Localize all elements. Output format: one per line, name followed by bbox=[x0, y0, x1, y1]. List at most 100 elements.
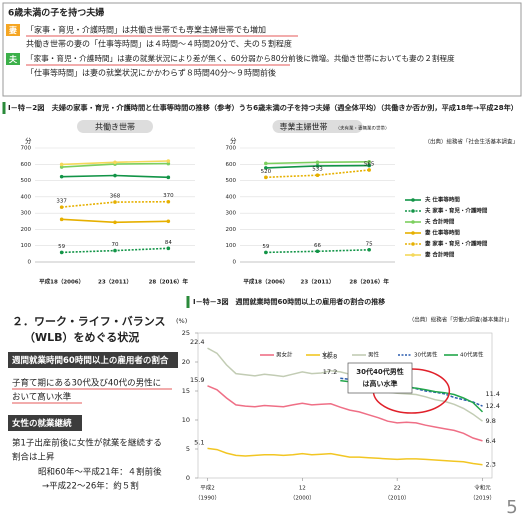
point bbox=[113, 248, 117, 253]
point bbox=[113, 173, 117, 178]
point bbox=[59, 205, 64, 209]
y-tick-label: 0 bbox=[28, 260, 32, 266]
point bbox=[113, 160, 117, 165]
x-tick-label: （2019） bbox=[470, 495, 495, 502]
legend-label: 夫 合計時間 bbox=[425, 218, 455, 226]
y-tick-label: 400 bbox=[226, 194, 237, 200]
x-tick-label: （1990） bbox=[195, 495, 220, 502]
value-label: 520 bbox=[261, 169, 272, 175]
wlb-box-title: 女性の就業継続 bbox=[12, 418, 72, 429]
legend-label: 夫 仕事等時間 bbox=[425, 196, 460, 204]
series-line bbox=[207, 347, 483, 422]
point bbox=[166, 161, 171, 166]
series-line bbox=[207, 447, 483, 466]
y-tick-label: 700 bbox=[226, 146, 237, 152]
x-tick-label: 23（2011） bbox=[301, 278, 335, 286]
value-label: 70 bbox=[112, 242, 119, 248]
chart-title: 共働き世帯 bbox=[95, 122, 135, 132]
point bbox=[166, 159, 171, 163]
point bbox=[367, 163, 371, 168]
y-unit: (%) bbox=[176, 317, 187, 325]
page-number: 5 bbox=[506, 497, 517, 518]
y-tick-label: 400 bbox=[21, 194, 32, 200]
chart-subtitle: （夫有業・妻無業の世帯） bbox=[336, 125, 390, 132]
plot-frame bbox=[197, 332, 493, 479]
x-tick-label: 平成2 bbox=[200, 484, 215, 492]
y-tick-label: 100 bbox=[226, 243, 237, 249]
y-tick-label: 700 bbox=[21, 146, 32, 152]
legend-label: 男性 bbox=[368, 351, 380, 359]
y-tick-label: 0 bbox=[186, 474, 190, 482]
husband-label: 夫 bbox=[8, 54, 18, 64]
point bbox=[264, 166, 268, 170]
value-label: 565 bbox=[364, 161, 375, 167]
wlb-text: 子育て期にある30代及び40代の男性に bbox=[12, 378, 161, 389]
value-label: 2.3 bbox=[486, 461, 496, 469]
legend-marker bbox=[411, 231, 415, 235]
chart-title: 専業主婦世帯 bbox=[280, 122, 328, 132]
figure-caption: Ⅰ－特－2図 夫婦の家事・育児・介護時間と仕事等時間の推移（参考）うち6歳未満の… bbox=[8, 103, 518, 112]
point bbox=[315, 164, 320, 168]
value-label: 16.8 bbox=[323, 353, 337, 361]
point bbox=[315, 249, 320, 254]
x-tick-label: 令和元 bbox=[474, 484, 491, 492]
legend-label: 女性 bbox=[322, 351, 334, 359]
value-label: 59 bbox=[58, 244, 65, 250]
point bbox=[315, 173, 320, 177]
title-pill bbox=[77, 120, 153, 133]
legend-marker bbox=[411, 220, 415, 224]
legend-label: 夫 家事・育児・介護時間 bbox=[425, 207, 488, 215]
value-label: 337 bbox=[56, 199, 67, 205]
summary-line: 共働き世帯の妻の「仕事等時間」は４時間～４時間20分で、夫の５割程度 bbox=[26, 39, 292, 49]
x-tick-label: 平成18（2006） bbox=[243, 278, 288, 286]
wife-badge bbox=[6, 24, 20, 36]
legend-label: 妻 家事・育児・介護時間 bbox=[425, 240, 488, 248]
annotation: 30代40代男性 bbox=[356, 367, 403, 376]
y-tick-label: 500 bbox=[21, 178, 32, 184]
legend-label: 妻 合計時間 bbox=[425, 251, 455, 259]
point bbox=[59, 174, 64, 179]
y-tick-label: 20 bbox=[182, 358, 190, 366]
value-label: 370 bbox=[163, 193, 174, 199]
x-tick-label: 28（2016）年 bbox=[149, 278, 189, 286]
legend-label: 男女計 bbox=[276, 351, 293, 359]
point bbox=[166, 199, 171, 204]
value-label: 368 bbox=[110, 194, 121, 200]
wlb-text: 第1子出産前後に女性が就業を継続する bbox=[12, 438, 162, 449]
x-tick-label: 平成18（2006） bbox=[39, 278, 84, 286]
value-label: 12.4 bbox=[486, 402, 500, 410]
summary-box bbox=[2, 2, 522, 97]
legend-marker bbox=[411, 198, 415, 202]
wlb-box bbox=[8, 415, 82, 431]
x-tick-label: （2010） bbox=[385, 495, 410, 502]
annotation-box bbox=[347, 362, 413, 394]
x-tick-label: 23（2011） bbox=[98, 278, 132, 286]
annotation: は高い水準 bbox=[363, 379, 398, 388]
y-unit: 分 bbox=[230, 136, 237, 145]
x-tick-label: 22 bbox=[394, 486, 401, 492]
point bbox=[113, 200, 117, 204]
point bbox=[59, 250, 64, 255]
value-label: 6.4 bbox=[486, 437, 496, 445]
y-tick-label: 500 bbox=[226, 178, 237, 184]
point bbox=[367, 168, 371, 172]
y-tick-label: 600 bbox=[21, 162, 32, 168]
summary-line: 「家事・育児・介護時間」は共働き世帯でも専業主婦世帯でも増加 bbox=[26, 25, 266, 35]
point bbox=[264, 250, 268, 255]
wlb-text: 割合は上昇 bbox=[12, 452, 55, 463]
wlb-box-title: 週間就業時間60時間以上の雇用者の割合 bbox=[12, 355, 169, 366]
husband-badge bbox=[6, 53, 20, 65]
point bbox=[315, 160, 320, 165]
y-tick-label: 25 bbox=[182, 329, 190, 337]
y-tick-label: 200 bbox=[21, 227, 32, 233]
value-label: 11.4 bbox=[486, 390, 500, 398]
point bbox=[264, 175, 268, 180]
y-tick-label: 200 bbox=[226, 227, 237, 233]
value-label: 15.9 bbox=[190, 376, 204, 384]
y-tick-label: 600 bbox=[226, 162, 237, 168]
summary-line: 「家事・育児・介護時間」は妻の就業状況により差が無く、60分弱から80分前後に微… bbox=[26, 53, 455, 63]
point bbox=[264, 161, 268, 166]
x-tick-label: （2000） bbox=[290, 495, 315, 502]
title-pill bbox=[272, 120, 363, 133]
source: （出典）総務省「労働力調査(基本集計)」 bbox=[409, 316, 512, 324]
